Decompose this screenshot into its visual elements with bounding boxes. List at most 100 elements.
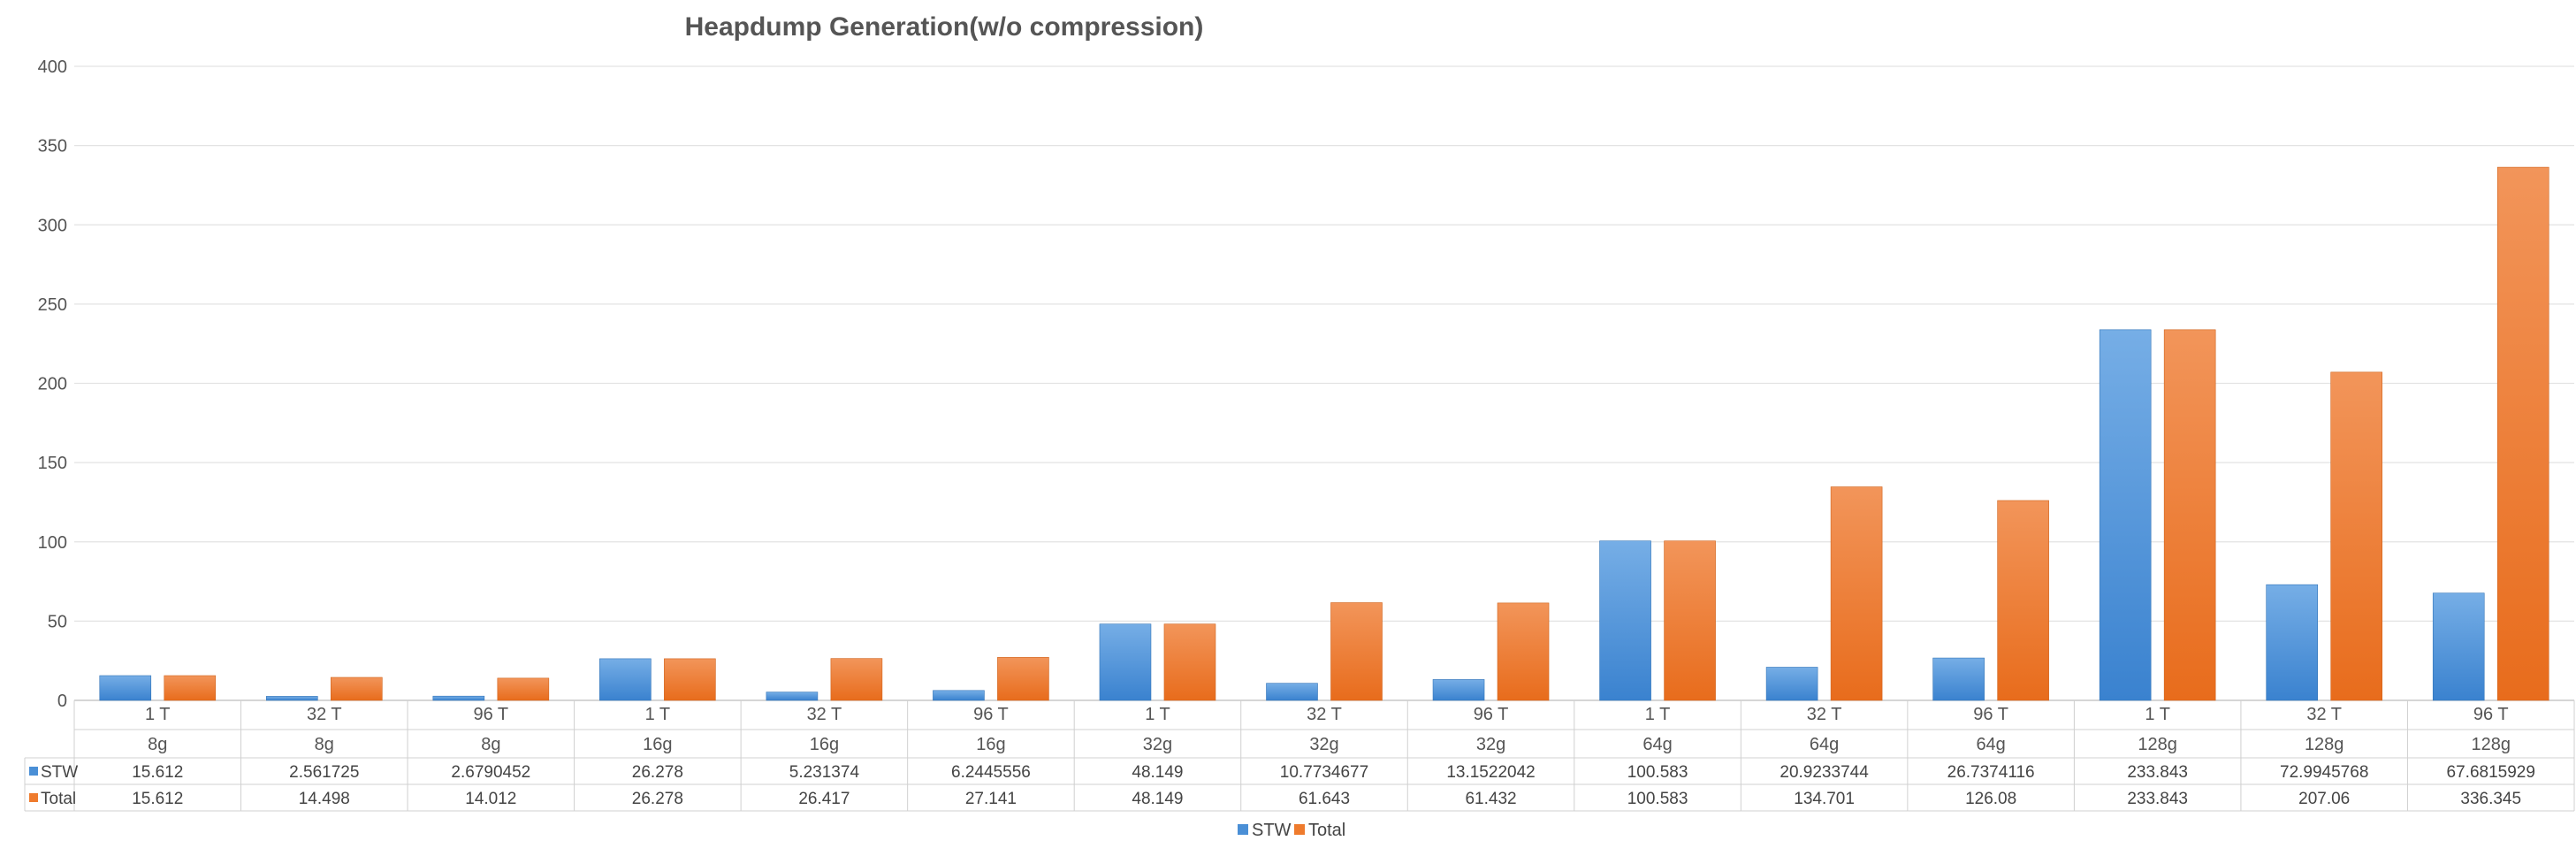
bar-stw (933, 690, 985, 701)
data-label: 15.612 (132, 790, 183, 808)
bar-stw (265, 696, 318, 701)
category-label-threads: 96 T (1474, 705, 1509, 724)
category-label-threads: 96 T (973, 705, 1009, 724)
category-label-threads: 96 T (473, 705, 508, 724)
y-tick-label: 100 (38, 533, 67, 553)
category-label-heap: 16g (976, 735, 1005, 754)
bar-stw (1099, 623, 1152, 701)
bar-stw (1932, 657, 1985, 701)
bar-total (497, 677, 550, 701)
table-series-label-total: Total (41, 790, 76, 808)
data-label: 14.498 (299, 790, 350, 808)
category-label-threads: 96 T (1973, 705, 2008, 724)
data-label: 26.7374116 (1947, 763, 2035, 782)
data-label: 10.7734677 (1280, 763, 1368, 782)
data-label: 26.278 (632, 763, 683, 782)
bar-total (1330, 602, 1383, 701)
bar-stw (1599, 540, 1651, 701)
category-label-heap: 64g (1976, 735, 2005, 754)
category-label-threads: 1 T (145, 705, 171, 724)
bar-total (830, 658, 883, 701)
y-tick-label: 250 (38, 295, 67, 315)
category-label-heap: 16g (810, 735, 839, 754)
data-label: 134.701 (1794, 790, 1855, 808)
category-label-heap: 128g (2138, 735, 2177, 754)
category-label-heap: 8g (315, 735, 334, 754)
category-label-heap: 8g (481, 735, 500, 754)
data-label: 67.6815929 (2447, 763, 2535, 782)
bar-total (2330, 371, 2382, 701)
bar-total (2496, 166, 2549, 701)
legend: STW Total (1238, 821, 1345, 840)
data-label: 15.612 (132, 763, 183, 782)
legend-label-total: Total (1308, 821, 1345, 840)
category-label-threads: 32 T (307, 705, 342, 724)
data-label: 233.843 (2127, 790, 2188, 808)
category-label-heap: 64g (1810, 735, 1839, 754)
y-tick-label: 350 (38, 137, 67, 157)
category-label-threads: 96 T (2473, 705, 2509, 724)
bar-total (664, 658, 716, 701)
data-label: 61.643 (1299, 790, 1350, 808)
bar-stw (99, 675, 152, 701)
bar-stw (1266, 683, 1318, 701)
category-label-threads: 32 T (807, 705, 842, 724)
bars (99, 166, 2549, 701)
bar-stw (2099, 329, 2152, 701)
data-label: 233.843 (2127, 763, 2188, 782)
data-label: 6.2445556 (951, 763, 1031, 782)
bar-total (164, 675, 217, 701)
bar-total (1664, 540, 1716, 701)
table-swatch-total (29, 793, 38, 802)
gridlines (74, 65, 2574, 701)
bar-stw (1765, 667, 1818, 701)
data-label: 26.417 (798, 790, 850, 808)
category-label-threads: 32 T (1307, 705, 1342, 724)
data-label: 48.149 (1132, 790, 1183, 808)
category-label-heap: 128g (2471, 735, 2511, 754)
category-label-threads: 32 T (2306, 705, 2342, 724)
data-label: 100.583 (1627, 790, 1688, 808)
legend-label-stw: STW (1252, 821, 1292, 840)
data-label: 27.141 (965, 790, 1017, 808)
y-tick-label: 0 (57, 692, 67, 711)
data-label: 100.583 (1627, 763, 1688, 782)
bar-stw (1432, 679, 1485, 701)
category-label-heap: 32g (1309, 735, 1338, 754)
data-label: 2.6790452 (451, 763, 530, 782)
bar-total (1830, 486, 1883, 701)
legend-swatch-stw (1238, 824, 1248, 835)
data-label: 14.012 (465, 790, 516, 808)
chart-title: Heapdump Generation(w/o compression) (685, 12, 1204, 42)
bar-stw (432, 695, 485, 701)
data-label: 336.345 (2460, 790, 2521, 808)
category-label-heap: 64g (1642, 735, 1672, 754)
table-series-label-stw: STW (41, 763, 78, 782)
y-axis-ticks: 0 50 100 150 200 250 300 350 400 (38, 57, 67, 711)
category-label-threads: 1 T (2145, 705, 2170, 724)
category-label-threads: 32 T (1807, 705, 1842, 724)
y-tick-label: 50 (48, 612, 67, 631)
bar-total (1997, 500, 2049, 701)
table-swatch-stw (29, 767, 38, 776)
y-tick-label: 300 (38, 216, 67, 235)
y-tick-label: 400 (38, 57, 67, 77)
bar-total (1497, 602, 1550, 701)
legend-swatch-total (1294, 824, 1305, 835)
category-label-heap: 128g (2305, 735, 2344, 754)
y-tick-label: 150 (38, 454, 67, 473)
category-label-threads: 1 T (645, 705, 671, 724)
category-label-threads: 1 T (1145, 705, 1170, 724)
data-label: 48.149 (1132, 763, 1183, 782)
data-table: 1 T 8g 32 T 8g 96 T 8g 1 T 16g 32 T 16g 96 T 16g 1 T… (24, 700, 2575, 812)
bar-stw (766, 692, 819, 701)
bar-total (997, 657, 1049, 701)
category-label-heap: 32g (1143, 735, 1172, 754)
data-label: 26.278 (632, 790, 683, 808)
data-label: 20.9233744 (1780, 763, 1869, 782)
bar-total (330, 676, 383, 701)
category-label-heap: 32g (1476, 735, 1505, 754)
data-label: 126.08 (1965, 790, 2016, 808)
category-label-threads: 1 T (1645, 705, 1671, 724)
